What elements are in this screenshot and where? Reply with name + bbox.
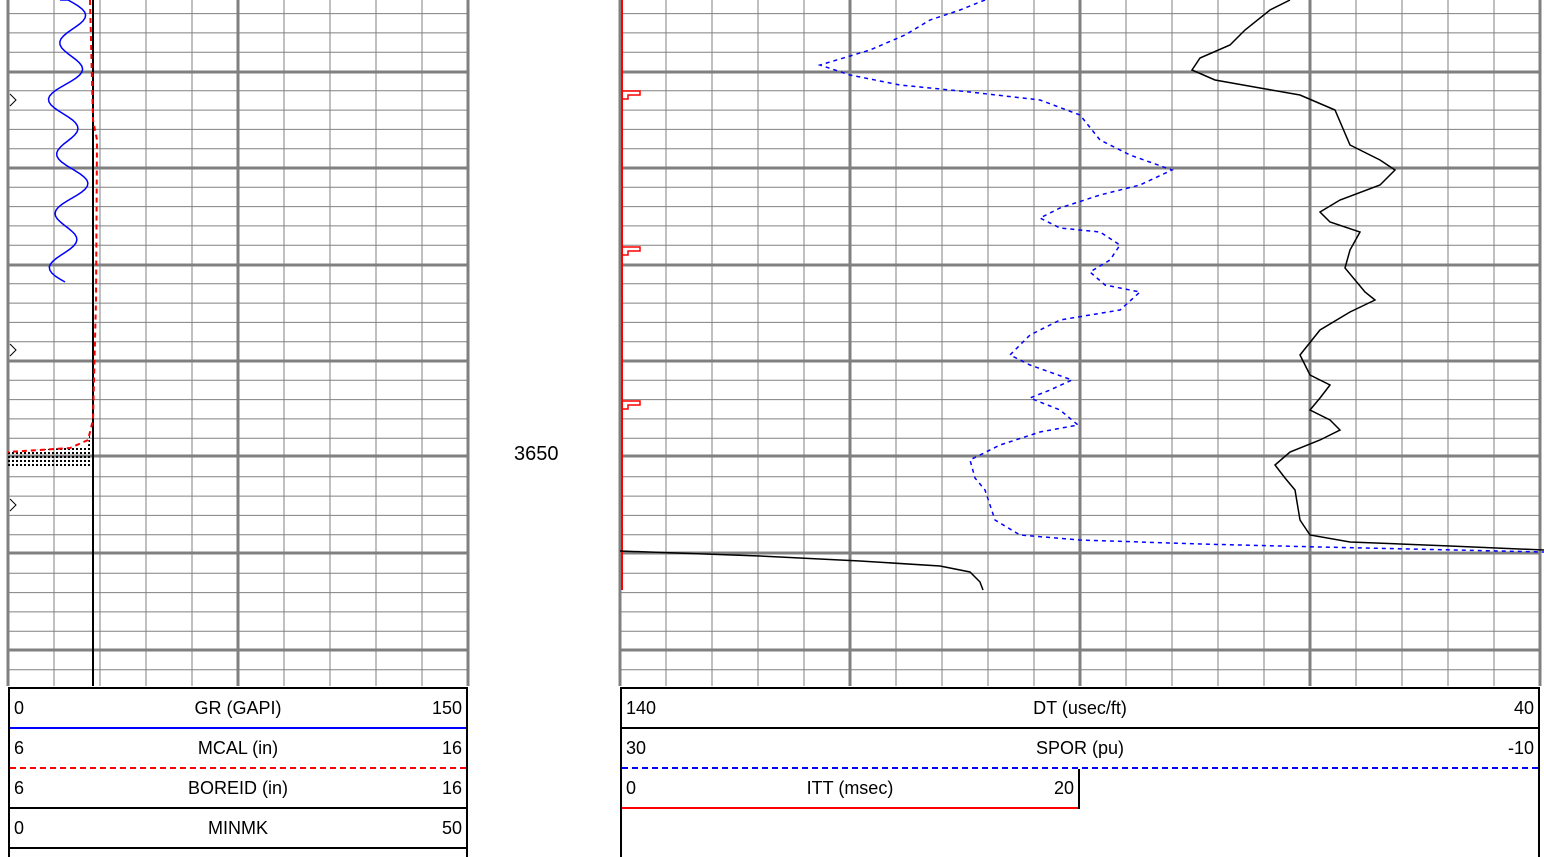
gr-curve — [47, 0, 89, 283]
header-row-gr: 0 GR (GAPI) 150 — [10, 689, 466, 729]
gr-name: GR (GAPI) — [194, 698, 282, 718]
dt-max: 40 — [1513, 698, 1534, 718]
spor-legend-line — [622, 767, 1538, 769]
dt-min: 140 — [626, 698, 657, 718]
header-row-spor: 30 SPOR (pu) -10 — [622, 729, 1538, 769]
mcal-max: 16 — [441, 738, 462, 758]
spor-min: 30 — [626, 738, 647, 758]
minmk-name: MINMK — [208, 818, 268, 838]
itt-min: 0 — [626, 778, 637, 798]
itt-spike — [622, 90, 641, 100]
header-row-itt: 0 ITT (msec) 20 — [622, 769, 1080, 809]
mcal-legend-line — [10, 767, 466, 769]
mcal-name: MCAL (in) — [197, 738, 279, 758]
boreid-legend-line — [10, 807, 466, 809]
spor-curve — [817, 0, 1544, 553]
boreid-name: BOREID (in) — [187, 778, 288, 798]
depth-label: 3650 — [514, 443, 559, 465]
left-track-grid — [6, 0, 470, 686]
header-row-boreid: 6 BOREID (in) 16 — [10, 769, 466, 809]
gr-max: 150 — [431, 698, 462, 718]
depth-tick-mark — [9, 498, 17, 512]
left-track-header: 0 GR (GAPI) 150 6 MCAL (in) 16 6 BOREID … — [8, 687, 468, 857]
minmk-max: 50 — [441, 818, 462, 838]
dt-lower-curve — [619, 550, 984, 591]
itt-spike — [622, 246, 641, 256]
spor-name: SPOR (pu) — [1035, 738, 1125, 758]
dt-curve — [1190, 0, 1544, 551]
right-track-header: 140 DT (usec/ft) 40 30 SPOR (pu) -10 0 I… — [620, 687, 1540, 857]
minmk-legend-line — [10, 847, 466, 849]
itt-name: ITT (msec) — [806, 778, 894, 798]
header-row-mcal: 6 MCAL (in) 16 — [10, 729, 466, 769]
itt-spike — [622, 400, 641, 410]
minmk-min: 0 — [14, 818, 25, 838]
spor-max: -10 — [1507, 738, 1534, 758]
dt-legend-line — [622, 727, 1538, 729]
gr-legend-line — [10, 727, 466, 729]
gr-min: 0 — [14, 698, 25, 718]
log-curves — [7, 0, 1544, 686]
itt-legend-line — [622, 807, 1078, 809]
depth-tick-mark — [9, 343, 17, 357]
boreid-min: 6 — [14, 778, 25, 798]
mcal-min: 6 — [14, 738, 25, 758]
itt-max: 20 — [1053, 778, 1074, 798]
right-track-grid — [618, 0, 1542, 686]
boreid-max: 16 — [441, 778, 462, 798]
dt-name: DT (usec/ft) — [1033, 698, 1127, 718]
header-row-dt: 140 DT (usec/ft) 40 — [622, 689, 1538, 729]
mcal-curve — [7, 0, 99, 453]
depth-tick-mark — [9, 93, 17, 107]
header-row-minmk: 0 MINMK 50 — [10, 809, 466, 849]
